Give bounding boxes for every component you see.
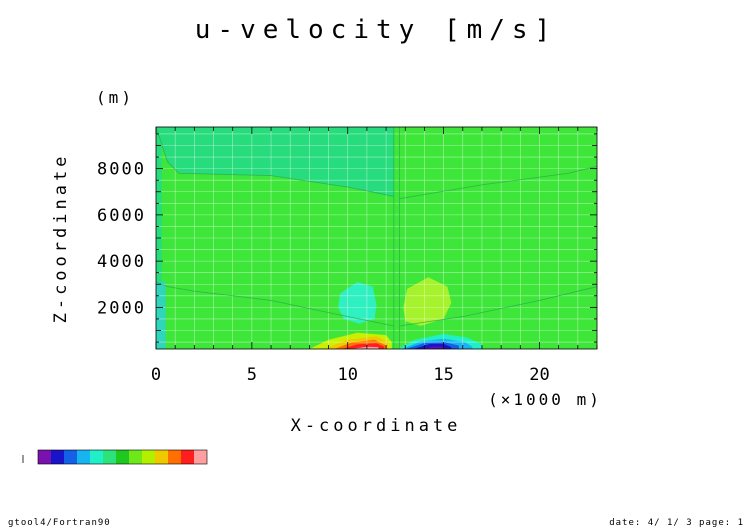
plot-area (156, 127, 597, 349)
colorbar-swatch (77, 450, 90, 464)
contour-boundaries (156, 127, 597, 349)
colorbar-swatch (64, 450, 77, 464)
x-axis-label: X-coordinate (291, 416, 462, 436)
colorbar-swatch (38, 450, 51, 464)
colorbar-swatch (181, 450, 194, 464)
contour-line-3 (399, 286, 597, 327)
colorbar-swatch (90, 450, 103, 464)
contour-fill-group (156, 127, 597, 349)
y-unit-label: (m) (96, 88, 134, 107)
footer-left: gtool4/Fortran90 (8, 518, 111, 528)
contour-region-14 (422, 346, 444, 349)
chart-title: u-velocity [m/s] (195, 15, 557, 45)
y-tick-label: 2000 (97, 298, 146, 318)
colorbar-swatch (116, 450, 129, 464)
contour-region-4 (403, 277, 452, 326)
colorbar-swatch (129, 450, 142, 464)
colorbar-swatch (155, 450, 168, 464)
x-tick-label: 5 (247, 365, 257, 385)
contour-line-0 (156, 127, 394, 197)
y-tick-label: 8000 (97, 160, 146, 180)
colorbar-swatch (194, 450, 207, 464)
colorbar-swatch (51, 450, 64, 464)
y-tick-label: 6000 (97, 206, 146, 226)
contour-region-2 (156, 281, 166, 349)
contour-line-1 (399, 165, 597, 200)
colorbar-frame (37, 449, 208, 465)
y-tick-label: 4000 (97, 252, 146, 272)
colorbar-swatch (142, 450, 155, 464)
x-tick-label: 20 (529, 365, 549, 385)
x-tick-label: 10 (337, 365, 357, 385)
y-axis-label: Z-coordinate (51, 153, 71, 324)
footer-right: date: 4/ 1/ 3 page: 1 (609, 518, 744, 528)
contour-line-2 (156, 281, 394, 327)
axes: 0 5 10 15 20 2000 4000 6000 8000 (97, 126, 598, 385)
colorbar (22, 449, 208, 465)
colorbar-swatch (168, 450, 181, 464)
contour-region-0 (156, 127, 597, 197)
x-tick-label: 15 (433, 365, 453, 385)
colorbar-swatch (103, 450, 116, 464)
x-unit-label: (×1000 m) (488, 390, 602, 409)
x-tick-label: 0 (151, 365, 161, 385)
grid-lines (156, 127, 597, 349)
contour-region-9 (351, 346, 379, 349)
